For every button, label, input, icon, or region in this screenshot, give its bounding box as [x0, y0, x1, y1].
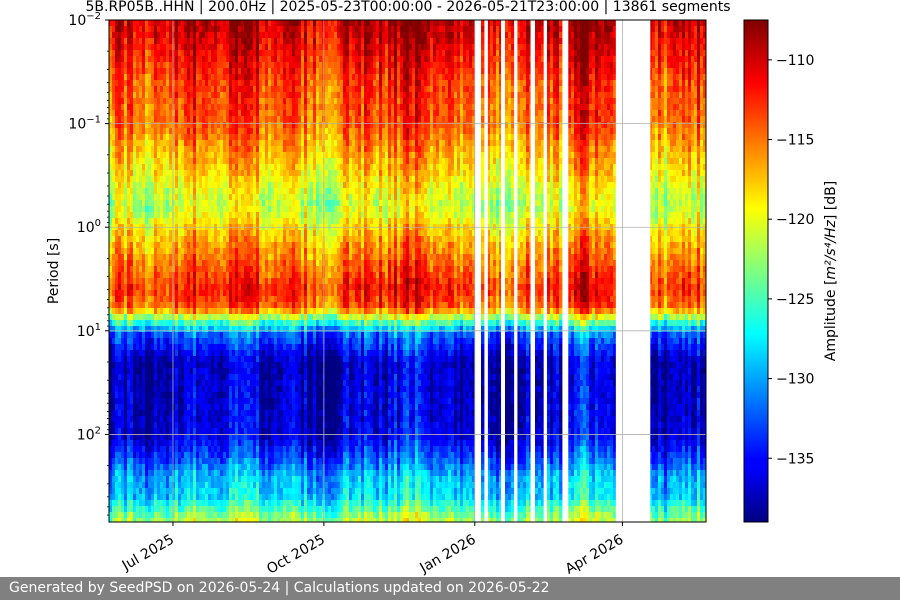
chart-title: 5B.RP05B..HHN | 200.0Hz | 2025-05-23T00:…: [85, 0, 730, 15]
y-tick-label: 101: [77, 322, 101, 340]
colorbar-tick-label: −130: [776, 372, 814, 388]
y-axis-label: Period [s]: [46, 238, 62, 304]
data-gap: [514, 20, 518, 522]
y-tick-label: 10−1: [68, 115, 101, 133]
colorbar-label: Amplitude [m²/s⁴/Hz] [dB]: [823, 181, 839, 361]
x-tick-label: Apr 2026: [563, 532, 627, 577]
x-tick-label: Jan 2026: [417, 532, 479, 577]
psd-chart: 5B.RP05B..HHN | 200.0Hz | 2025-05-23T00:…: [46, 0, 839, 577]
x-tick-label: Oct 2025: [264, 532, 328, 577]
y-tick-label: 102: [77, 425, 101, 443]
footer-bar: Generated by SeedPSD on 2026-05-24 | Cal…: [0, 577, 900, 600]
y-axis: 10−2 10−1 100 101 102: [68, 11, 109, 516]
colorbar-gradient: [743, 19, 769, 523]
data-gap: [628, 20, 651, 522]
colorbar-tick-label: −110: [776, 53, 814, 69]
data-gap: [484, 20, 488, 522]
colorbar-tick-label: −135: [776, 451, 814, 467]
x-tick-label: Jul 2025: [119, 532, 177, 575]
data-gap: [474, 20, 480, 522]
data-gap: [501, 20, 505, 522]
y-tick-label: 100: [77, 218, 101, 236]
colorbar-tick-label: −125: [776, 292, 814, 308]
plot-area: [108, 19, 707, 523]
colorbar: −110 −115 −120 −125 −130 −135 Amplitude [m²/s…: [743, 19, 839, 523]
data-gap: [543, 20, 547, 522]
data-gap: [530, 20, 534, 522]
x-axis: Jul 2025 Oct 2025 Jan 2026 Apr 2026: [119, 522, 627, 577]
colorbar-tick-label: −120: [776, 212, 814, 228]
y-tick-label: 10−2: [68, 11, 101, 29]
data-gap: [563, 20, 569, 522]
footer-text: Generated by SeedPSD on 2026-05-24 | Cal…: [9, 580, 550, 596]
data-gaps: [474, 20, 651, 522]
data-gap: [615, 20, 628, 522]
colorbar-tick-label: −115: [776, 133, 814, 149]
